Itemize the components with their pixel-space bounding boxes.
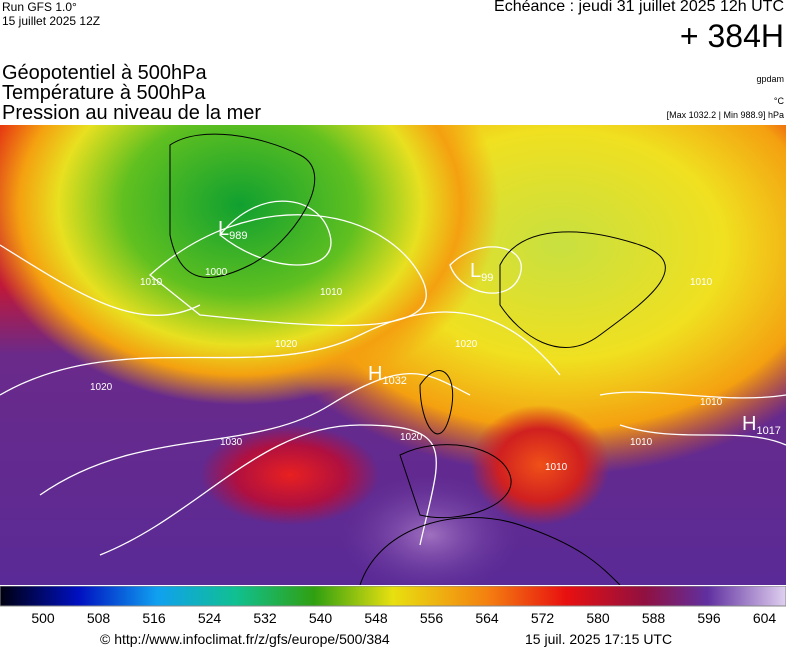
isobar-label: 1010 xyxy=(630,437,653,448)
legend-tick: 596 xyxy=(697,610,721,626)
field-area xyxy=(470,405,610,525)
legend-tick: 604 xyxy=(752,610,777,626)
field-area xyxy=(340,475,520,585)
center-value: 99 xyxy=(481,272,493,284)
legend-tick: 500 xyxy=(31,610,55,626)
isobar-label: 1010 xyxy=(320,287,343,298)
isobar-label: 1020 xyxy=(455,339,478,350)
legend-tick: 508 xyxy=(86,610,111,626)
legend-tick: 556 xyxy=(419,610,444,626)
pressure-center: L99 xyxy=(470,260,493,284)
center-value: 989 xyxy=(229,230,247,242)
unit: gpdam xyxy=(756,74,784,84)
isobar-label: 1020 xyxy=(400,432,423,443)
center-value: 1032 xyxy=(382,375,406,387)
unit: °C xyxy=(773,96,784,106)
source: © http://www.infoclimat.fr/z/gfs/europe/… xyxy=(100,631,390,647)
legend-tick: 516 xyxy=(142,610,166,626)
legend-tick: 540 xyxy=(308,610,333,626)
isobar-label: 1030 xyxy=(220,437,243,448)
echeance: Echéance : jeudi 31 juillet 2025 12h UTC xyxy=(494,0,784,15)
isobar-label: 1010 xyxy=(690,277,713,288)
field-area xyxy=(200,425,380,525)
field: Température à 500hPa xyxy=(2,82,206,104)
legend-tick: 580 xyxy=(586,610,610,626)
isobar-label: 1020 xyxy=(275,339,298,350)
isobar-label: 1020 xyxy=(90,382,113,393)
center-letter: H xyxy=(742,413,756,435)
field: Pression au niveau de la mer xyxy=(2,102,262,124)
run-date: 15 juillet 2025 12Z xyxy=(2,14,101,28)
isobar-label: 1010 xyxy=(700,397,723,408)
pressure-center: L989 xyxy=(218,218,247,242)
legend-tick: 532 xyxy=(253,610,277,626)
isobar-label: 1010 xyxy=(140,277,163,288)
center-letter: H xyxy=(368,363,382,385)
pressure-center: H1032 xyxy=(368,363,407,387)
pressure-center: H1017 xyxy=(742,413,781,437)
center-value: 1017 xyxy=(756,425,780,437)
center-letter: L xyxy=(470,260,481,282)
field: Géopotentiel à 500hPa xyxy=(2,62,207,84)
legend-tick: 572 xyxy=(530,610,555,626)
lead-time: + 384H xyxy=(679,18,784,54)
timestamp: 15 juil. 2025 17:15 UTC xyxy=(525,631,673,647)
legend-tick: 548 xyxy=(364,610,388,626)
extremes: [Max 1032.2 | Min 988.9] hPa xyxy=(666,110,784,120)
center-letter: L xyxy=(218,218,229,240)
legend-tick: 524 xyxy=(197,610,222,626)
legend-tick: 564 xyxy=(475,610,499,626)
colorbar xyxy=(0,586,786,607)
legend-tick: 588 xyxy=(641,610,666,626)
colorbar-scale xyxy=(0,586,786,607)
isobar-label: 1010 xyxy=(545,462,568,473)
run: Run GFS 1.0° xyxy=(2,0,77,14)
coastlines xyxy=(169,133,666,585)
isobar-label: 1000 xyxy=(205,267,228,278)
